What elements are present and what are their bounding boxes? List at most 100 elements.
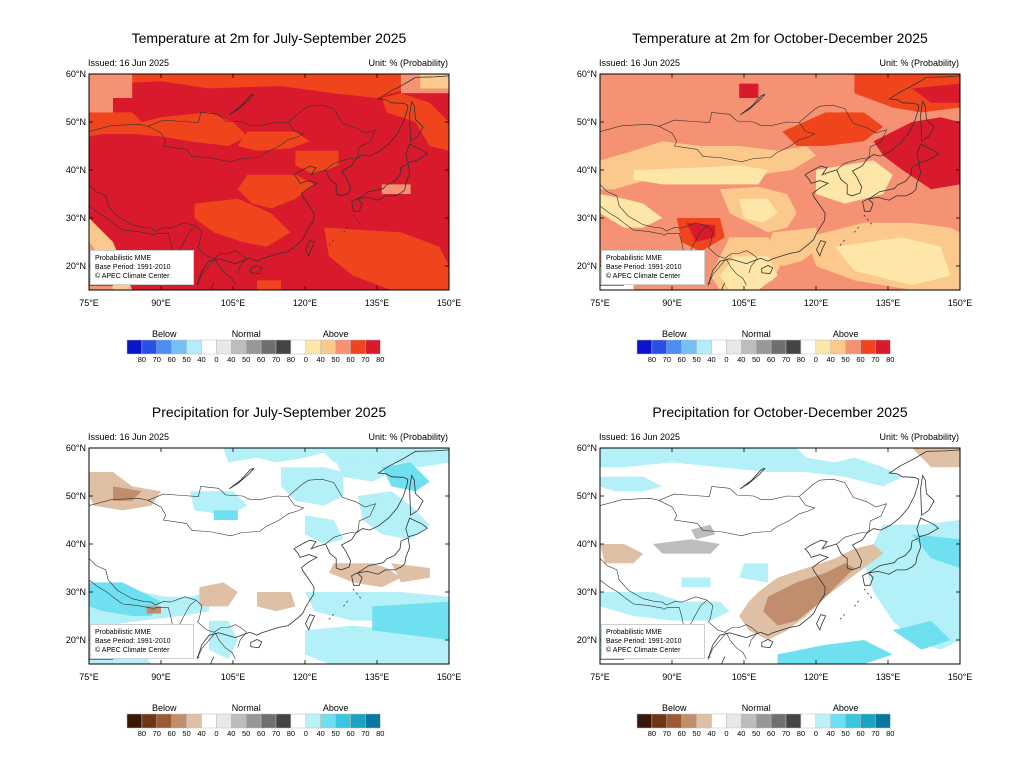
latitude-tick-label: 60°N [577,69,597,79]
latitude-tick-label: 20°N [577,635,597,645]
legend-group-label: Above [323,703,349,713]
legend-swatch [755,713,772,729]
unit-label: Unit: % (Probability) [368,58,448,68]
legend-swatch [320,339,336,355]
legend-swatch [186,713,202,729]
latitude-tick-label: 20°N [66,635,86,645]
latitude-tick-label: 40°N [577,539,597,549]
legend-group-label: Above [833,703,859,713]
legend-swatch [171,713,187,729]
legend-group-label: Below [152,703,177,713]
legend-tick-label: 70 [361,729,369,738]
legend-tick-label: 40 [737,355,745,364]
longitude-tick-label: 105°E [732,298,757,308]
credit-line: Probabilistic MME [95,255,152,262]
legend-tick-label: 70 [272,729,280,738]
latitude-tick-label: 50°N [66,117,86,127]
legend-tick-label: 60 [856,355,864,364]
credit-line: © APEC Climate Center [95,273,170,280]
latitude-tick-label: 40°N [66,165,86,175]
credit-line: Base Period: 1991-2010 [95,638,171,645]
credit-line: Probabilistic MME [95,629,152,636]
latitude-tick-label: 60°N [66,443,86,453]
legend-tick-label: 70 [871,355,879,364]
legend-swatch [156,339,172,355]
longitude-tick-label: 120°E [804,298,829,308]
legend-tick-label: 50 [182,355,190,364]
latitude-tick-label: 20°N [66,261,86,271]
legend-swatch [335,339,351,355]
legend-tick-label: 40 [317,355,325,364]
legend-tick-label: 80 [376,355,384,364]
legend-tick-label: 60 [678,355,686,364]
legend-swatch [320,713,336,729]
legend-swatch [696,339,712,355]
legend-swatch [785,713,802,729]
legend-tick-label: 50 [692,355,700,364]
legend-tick-label: 0 [724,355,728,364]
legend-group-label: Normal [742,703,771,713]
legend-swatch [216,339,232,355]
panel-title: Temperature at 2m for July-September 202… [131,30,407,46]
legend-tick-label: 50 [841,729,849,738]
legend-tick-label: 60 [257,729,265,738]
longitude-tick-label: 105°E [221,672,246,682]
legend-tick-label: 80 [287,729,295,738]
latitude-tick-label: 60°N [66,69,86,79]
legend-tick-label: 70 [272,355,280,364]
latitude-tick-label: 20°N [577,261,597,271]
coastlines-and-borders [600,75,960,290]
longitude-tick-label: 75°E [590,298,610,308]
credit-line: © APEC Climate Center [606,647,681,654]
legend-swatch [830,713,846,729]
legend-tick-label: 40 [227,355,235,364]
legend-tick-label: 60 [168,355,176,364]
probability-field [89,448,449,664]
longitude-tick-label: 75°E [79,672,99,682]
longitude-tick-label: 105°E [732,672,757,682]
legend-tick-label: 80 [648,729,656,738]
legend-swatch [860,339,876,355]
legend-tick-label: 70 [782,355,790,364]
legend-tick-label: 40 [707,355,715,364]
longitude-tick-label: 120°E [804,672,829,682]
legend-swatch [726,713,742,729]
longitude-tick-label: 135°E [365,298,390,308]
legend-tick-label: 50 [692,729,700,738]
legend-tick-label: 70 [663,729,671,738]
legend-swatch [305,339,321,355]
credit-box: Probabilistic MME Base Period: 1991-2010 ©… [90,250,194,285]
legend-swatch [171,339,187,355]
legend-swatch [815,713,831,729]
legend-tick-label: 80 [648,355,656,364]
legend-tick-label: 50 [242,355,250,364]
legend-tick-label: 50 [242,729,250,738]
longitude-tick-label: 75°E [79,298,99,308]
longitude-tick-label: 105°E [221,298,246,308]
legend-swatch [216,713,232,729]
legend-swatch [800,713,817,729]
legend-swatch [126,713,143,729]
credit-line: © APEC Climate Center [95,647,170,654]
legend-tick-label: 80 [287,355,295,364]
credit-line: Base Period: 1991-2010 [95,264,171,271]
legend-group-label: Below [662,329,687,339]
legend-tick-label: 60 [767,355,775,364]
panel-title: Precipitation for October-December 2025 [652,404,908,420]
legend-tick-label: 40 [227,729,235,738]
legend-tick-label: 0 [214,355,218,364]
legend-swatch [636,339,653,355]
legend-group-label: Normal [742,329,771,339]
forecast-panel: Temperature at 2m for October-December 2… [511,0,1023,384]
legend-tick-label: 50 [752,355,760,364]
credit-box: Probabilistic MME Base Period: 1991-2010 ©… [90,624,194,659]
map-frame [88,73,450,291]
latitude-tick-label: 30°N [577,213,597,223]
legend-swatch [770,339,787,355]
legend-tick-label: 60 [168,729,176,738]
legend-swatch [186,339,202,355]
legend-swatch [126,339,143,355]
legend-swatch [845,713,861,729]
legend-tick-label: 0 [304,729,308,738]
legend-tick-label: 40 [197,355,205,364]
